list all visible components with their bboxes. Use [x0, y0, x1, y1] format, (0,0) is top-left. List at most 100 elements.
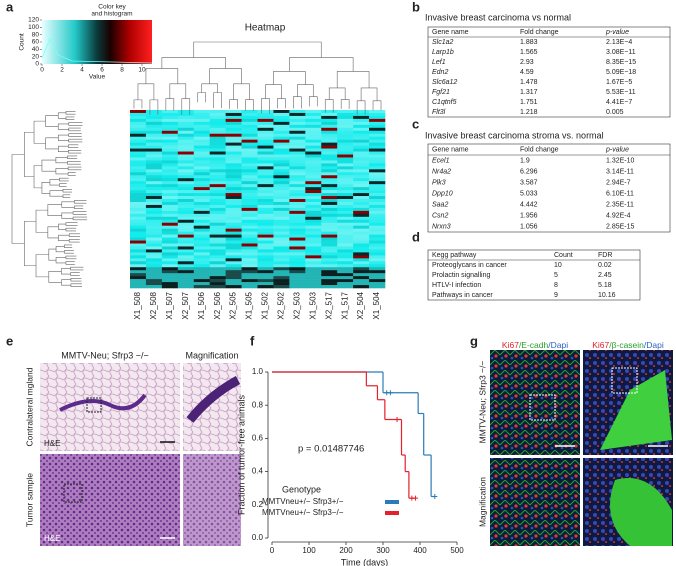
table-cell: 4.41E−7	[606, 99, 632, 106]
heatmap-cell	[353, 118, 370, 123]
heatmap-cell	[289, 163, 306, 167]
heatmap-cell	[337, 110, 354, 114]
heatmap-cell	[289, 282, 306, 286]
casein-region	[600, 370, 672, 450]
heatmap-cell	[145, 166, 163, 170]
table-cell: 2.13E−4	[606, 39, 632, 46]
heatmap-cell	[130, 178, 147, 182]
heatmap-cell	[369, 121, 386, 126]
heatmap-cell	[241, 282, 258, 286]
heatmap-cell	[257, 127, 274, 132]
heatmap-cell	[130, 145, 147, 149]
heatmap-cell	[225, 207, 242, 212]
dendrogram	[70, 272, 80, 276]
table-border	[427, 26, 671, 118]
heatmap-cell	[273, 142, 290, 146]
heatmap-cell	[225, 225, 242, 229]
heatmap-cell	[145, 219, 163, 224]
heatmap-cell	[305, 285, 322, 289]
heatmap-cell	[321, 213, 338, 218]
heatmap-cell	[337, 222, 354, 226]
stain-label: H&E	[44, 439, 60, 448]
heatmap-cell	[193, 249, 210, 253]
dendrogram	[35, 254, 49, 278]
heatmap-cell	[289, 184, 306, 188]
table-cell: 5.033	[520, 190, 538, 197]
heatmap-cell	[257, 142, 274, 146]
heatmap-cell	[145, 252, 163, 256]
heatmap-cell	[273, 124, 290, 129]
heatmap-cell	[177, 207, 195, 212]
column-label: X1_503	[308, 291, 317, 319]
heatmap-cell	[353, 169, 370, 173]
heatmap-cell	[161, 130, 179, 135]
heatmap-cell	[273, 121, 290, 126]
y-tick-label: 0.2	[252, 500, 264, 509]
panel-heading: MMTV-Neu; Sfrp3 −/−	[61, 350, 149, 360]
heatmap-cell	[305, 118, 322, 123]
table-cell: Edn2	[432, 69, 448, 76]
heatmap-cell	[225, 148, 242, 152]
heatmap-cell	[289, 199, 306, 203]
heatmap-cell	[130, 216, 147, 221]
heatmap-cell	[257, 231, 274, 235]
heatmap-cell	[321, 124, 338, 129]
heatmap-cell	[241, 285, 258, 289]
table-cell: 4.442	[520, 201, 538, 208]
heatmap-cell	[353, 249, 370, 253]
zoom-box	[611, 367, 638, 394]
heatmap-cell	[257, 172, 274, 176]
heatmap-cell	[289, 133, 306, 137]
heatmap-cell	[241, 154, 258, 158]
heatmap-cell	[305, 249, 322, 253]
heatmap-cell	[161, 184, 179, 188]
dendrogram	[33, 120, 46, 144]
heatmap-cell	[257, 169, 274, 173]
table-cell: 1.9	[520, 157, 530, 164]
heatmap-cell	[337, 112, 354, 117]
heatmap-cell	[161, 181, 179, 185]
heatmap-cell	[337, 166, 354, 170]
table-cell: 5.18	[598, 282, 612, 289]
heatmap-cell	[289, 207, 306, 212]
heatmap-cell	[321, 157, 338, 161]
heatmap-cell	[305, 163, 322, 167]
heatmap-cell	[337, 225, 354, 229]
dendrogram	[68, 233, 81, 237]
heatmap-cell	[353, 279, 370, 283]
heatmap-cell	[145, 184, 163, 188]
heatmap-cell	[209, 270, 226, 274]
heatmap-cell	[321, 219, 338, 224]
heatmap-cell	[337, 136, 354, 140]
dendrogram	[308, 96, 318, 107]
dendrogram	[68, 144, 79, 148]
heatmap-cell	[161, 219, 179, 224]
heatmap-cell	[177, 216, 195, 221]
heatmap-cell	[257, 160, 274, 164]
heatmap-cell	[369, 225, 386, 229]
stain-part: /Dapi	[644, 340, 664, 350]
heatmap-cell	[209, 196, 226, 200]
histology-image	[183, 363, 241, 451]
heatmap-cell	[257, 175, 274, 179]
heatmap-cell	[369, 124, 386, 129]
heatmap-cell	[305, 264, 322, 268]
heatmap-cell	[273, 145, 290, 149]
heatmap-cell	[177, 136, 195, 140]
heatmap-cell	[225, 249, 242, 253]
heatmap-cell	[289, 110, 306, 114]
table-cell: 0.02	[598, 262, 612, 269]
heatmap-cell	[273, 216, 290, 221]
dendrogram	[49, 179, 60, 186]
heatmap-cell	[225, 240, 242, 244]
y-tick-label: 60	[32, 39, 40, 46]
heatmap-cell	[130, 240, 147, 244]
heatmap-cell	[289, 276, 306, 280]
heatmap-cell	[257, 210, 274, 215]
heatmap-cell	[225, 136, 242, 140]
heatmap-cell	[225, 219, 242, 224]
heatmap-cell	[161, 169, 179, 173]
column-label: X1_502	[261, 291, 270, 319]
heatmap-cell	[161, 127, 179, 132]
heatmap-cell	[273, 231, 290, 235]
